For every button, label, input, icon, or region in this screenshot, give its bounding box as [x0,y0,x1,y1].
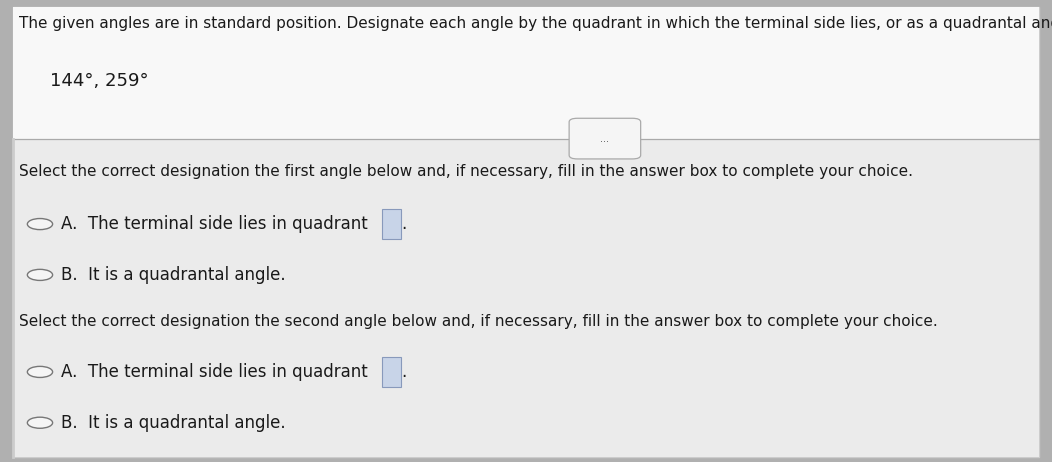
Text: ...: ... [601,134,609,144]
Circle shape [27,219,53,230]
Circle shape [27,269,53,280]
Circle shape [27,366,53,377]
Text: A.  The terminal side lies in quadrant: A. The terminal side lies in quadrant [61,215,373,233]
Text: 144°, 259°: 144°, 259° [50,72,149,90]
FancyBboxPatch shape [13,139,1039,457]
Text: .: . [401,363,406,381]
Text: .: . [401,215,406,233]
Text: B.  It is a quadrantal angle.: B. It is a quadrantal angle. [61,266,286,284]
Circle shape [27,417,53,428]
FancyBboxPatch shape [382,209,401,239]
Text: The given angles are in standard position. Designate each angle by the quadrant : The given angles are in standard positio… [19,16,1052,31]
FancyBboxPatch shape [13,7,1039,139]
Text: Select the correct designation the second angle below and, if necessary, fill in: Select the correct designation the secon… [19,314,937,329]
FancyBboxPatch shape [569,118,641,159]
Text: B.  It is a quadrantal angle.: B. It is a quadrantal angle. [61,414,286,432]
Text: A.  The terminal side lies in quadrant: A. The terminal side lies in quadrant [61,363,373,381]
FancyBboxPatch shape [13,7,1039,457]
FancyBboxPatch shape [382,357,401,387]
Text: Select the correct designation the first angle below and, if necessary, fill in : Select the correct designation the first… [19,164,913,179]
